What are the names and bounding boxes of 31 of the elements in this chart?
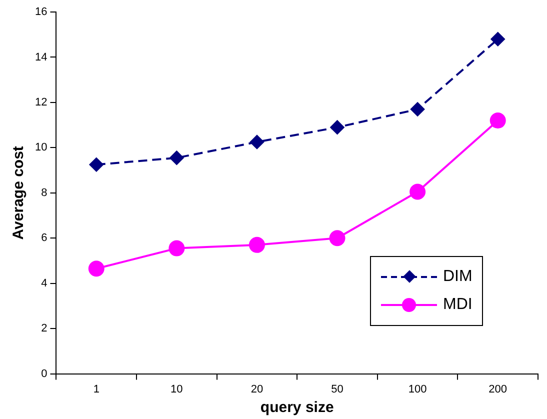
y-tick-label: 14 [34,51,48,64]
point [248,236,265,253]
point [250,135,264,150]
x-axis-title: query size [260,399,334,416]
point [168,240,185,256]
x-tick-label: 100 [408,383,427,396]
x-tick-label: 50 [331,383,344,396]
y-tick-label: 0 [41,368,48,380]
y-tick-label: 2 [41,322,48,335]
point [490,32,505,46]
legend-label: MDI [443,296,472,314]
y-tick-label: 4 [41,277,48,290]
legend-label: DIM [443,268,472,286]
x-tick-label: 20 [250,383,264,396]
point [88,260,104,277]
y-tick-label: 10 [34,142,48,154]
point [329,230,346,246]
point [330,120,344,134]
x-tick-label: 200 [488,383,508,396]
point [410,184,426,200]
point [410,102,425,116]
y-tick-label: 12 [34,96,48,108]
x-tick-label: 1 [93,383,100,396]
y-tick-label: 6 [41,232,48,244]
point [89,158,104,172]
y-tick-label: 16 [34,6,48,18]
y-axis-title: Average cost [10,146,28,240]
point [170,150,184,165]
point [490,112,506,129]
y-tick-label: 8 [41,186,48,199]
x-tick-label: 10 [170,383,183,396]
